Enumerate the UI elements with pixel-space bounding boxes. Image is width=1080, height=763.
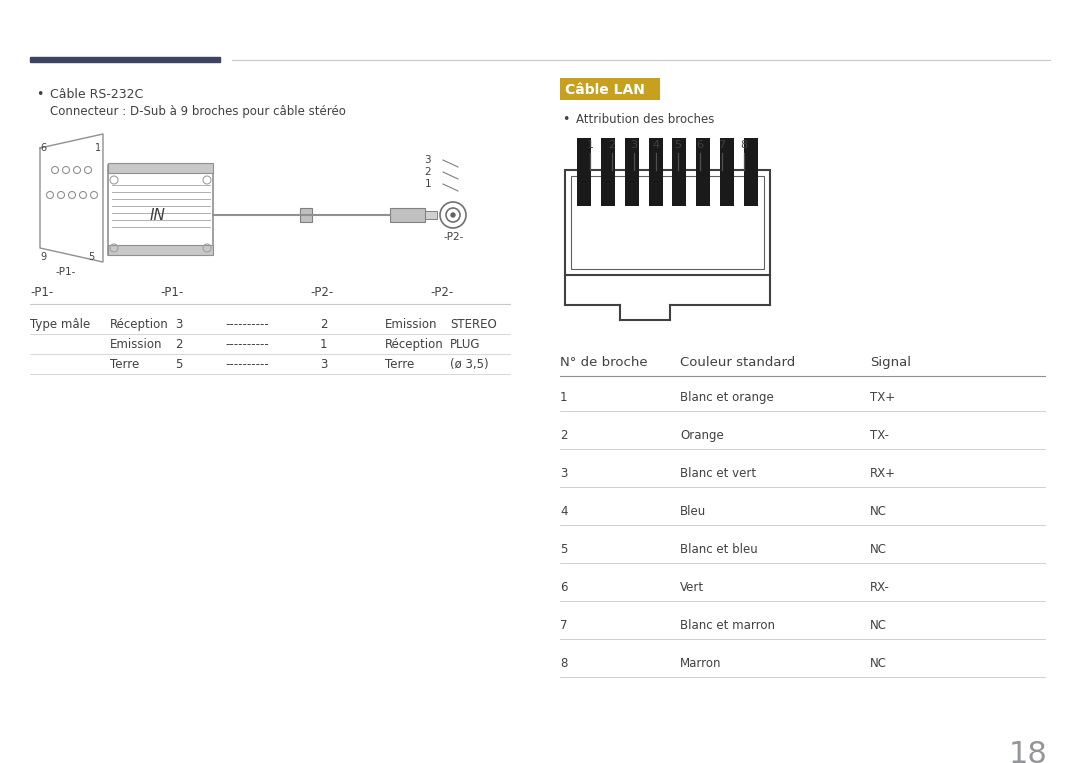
Text: •: • <box>36 88 43 101</box>
Text: 1: 1 <box>95 143 102 153</box>
Text: 3: 3 <box>175 318 183 331</box>
Text: Câble RS-232C: Câble RS-232C <box>50 88 144 101</box>
Text: Attribution des broches: Attribution des broches <box>576 113 714 126</box>
Bar <box>577 138 591 206</box>
Text: 4: 4 <box>561 505 567 518</box>
Text: Câble LAN: Câble LAN <box>565 83 645 97</box>
Text: 1: 1 <box>320 338 327 351</box>
Text: ----------: ---------- <box>225 338 269 351</box>
Text: Emission: Emission <box>384 318 437 331</box>
Text: Signal: Signal <box>870 356 912 369</box>
Bar <box>624 138 638 206</box>
Bar <box>697 138 711 206</box>
Text: 5: 5 <box>87 252 94 262</box>
Text: Terre: Terre <box>384 358 415 371</box>
Bar <box>600 138 615 206</box>
Text: 2: 2 <box>608 140 616 150</box>
Text: 1: 1 <box>424 179 431 189</box>
Text: -P2-: -P2- <box>444 232 464 242</box>
Text: (ø 3,5): (ø 3,5) <box>450 358 488 371</box>
Bar <box>108 163 213 173</box>
Text: 2: 2 <box>175 338 183 351</box>
Text: Connecteur : D-Sub à 9 broches pour câble stéréo: Connecteur : D-Sub à 9 broches pour câbl… <box>50 105 346 118</box>
Text: Blanc et marron: Blanc et marron <box>680 619 775 632</box>
Text: 3: 3 <box>561 467 567 480</box>
Text: 6: 6 <box>561 581 567 594</box>
Text: NC: NC <box>870 505 887 518</box>
Text: -P1-: -P1- <box>30 286 53 299</box>
Text: 7: 7 <box>561 619 567 632</box>
Circle shape <box>451 213 455 217</box>
Bar <box>720 138 734 206</box>
Text: 4: 4 <box>652 140 660 150</box>
Text: IN: IN <box>150 208 166 223</box>
Bar <box>108 245 213 255</box>
Text: Type mâle: Type mâle <box>30 318 91 331</box>
Text: 8: 8 <box>741 140 747 150</box>
Text: 2: 2 <box>320 318 327 331</box>
Text: TX-: TX- <box>870 429 889 442</box>
Text: ----------: ---------- <box>225 358 269 371</box>
Text: 7: 7 <box>718 140 726 150</box>
Text: N° de broche: N° de broche <box>561 356 648 369</box>
Text: STEREO: STEREO <box>450 318 497 331</box>
Text: Bleu: Bleu <box>680 505 706 518</box>
Text: Marron: Marron <box>680 657 721 670</box>
Text: 2: 2 <box>561 429 567 442</box>
Bar <box>673 138 687 206</box>
Text: 3: 3 <box>320 358 327 371</box>
Text: Couleur standard: Couleur standard <box>680 356 795 369</box>
Text: PLUG: PLUG <box>450 338 481 351</box>
Text: 2: 2 <box>424 167 431 177</box>
Bar <box>565 170 770 275</box>
Text: -P1-: -P1- <box>56 267 77 277</box>
Text: Orange: Orange <box>680 429 724 442</box>
Bar <box>561 78 660 100</box>
Text: RX-: RX- <box>870 581 890 594</box>
Text: 5: 5 <box>561 543 567 556</box>
Text: -P2-: -P2- <box>430 286 454 299</box>
Bar <box>426 211 437 219</box>
Bar <box>108 165 213 255</box>
Text: Réception: Réception <box>384 338 444 351</box>
Bar <box>649 138 662 206</box>
Text: Terre: Terre <box>110 358 139 371</box>
Text: Blanc et orange: Blanc et orange <box>680 391 773 404</box>
Text: NC: NC <box>870 657 887 670</box>
Text: 5: 5 <box>675 140 681 150</box>
Bar <box>744 138 758 206</box>
Text: 5: 5 <box>175 358 183 371</box>
Text: 1: 1 <box>586 140 594 150</box>
Bar <box>571 176 764 269</box>
Text: Blanc et vert: Blanc et vert <box>680 467 756 480</box>
Text: RX+: RX+ <box>870 467 896 480</box>
Text: ----------: ---------- <box>225 318 269 331</box>
Text: Vert: Vert <box>680 581 704 594</box>
Text: -P1-: -P1- <box>160 286 184 299</box>
Text: Emission: Emission <box>110 338 162 351</box>
Text: NC: NC <box>870 543 887 556</box>
Bar <box>390 208 426 222</box>
Text: NC: NC <box>870 619 887 632</box>
Bar <box>30 57 220 62</box>
Text: 3: 3 <box>631 140 637 150</box>
Text: -P2-: -P2- <box>310 286 334 299</box>
Text: TX+: TX+ <box>870 391 895 404</box>
Text: Blanc et bleu: Blanc et bleu <box>680 543 758 556</box>
Text: 6: 6 <box>40 143 46 153</box>
Text: 9: 9 <box>40 252 46 262</box>
Text: •: • <box>562 113 569 126</box>
Text: 6: 6 <box>697 140 703 150</box>
Bar <box>300 208 312 222</box>
Text: Réception: Réception <box>110 318 168 331</box>
Text: 3: 3 <box>424 155 431 165</box>
Text: 1: 1 <box>561 391 567 404</box>
Text: 18: 18 <box>1009 740 1048 763</box>
Text: 8: 8 <box>561 657 567 670</box>
